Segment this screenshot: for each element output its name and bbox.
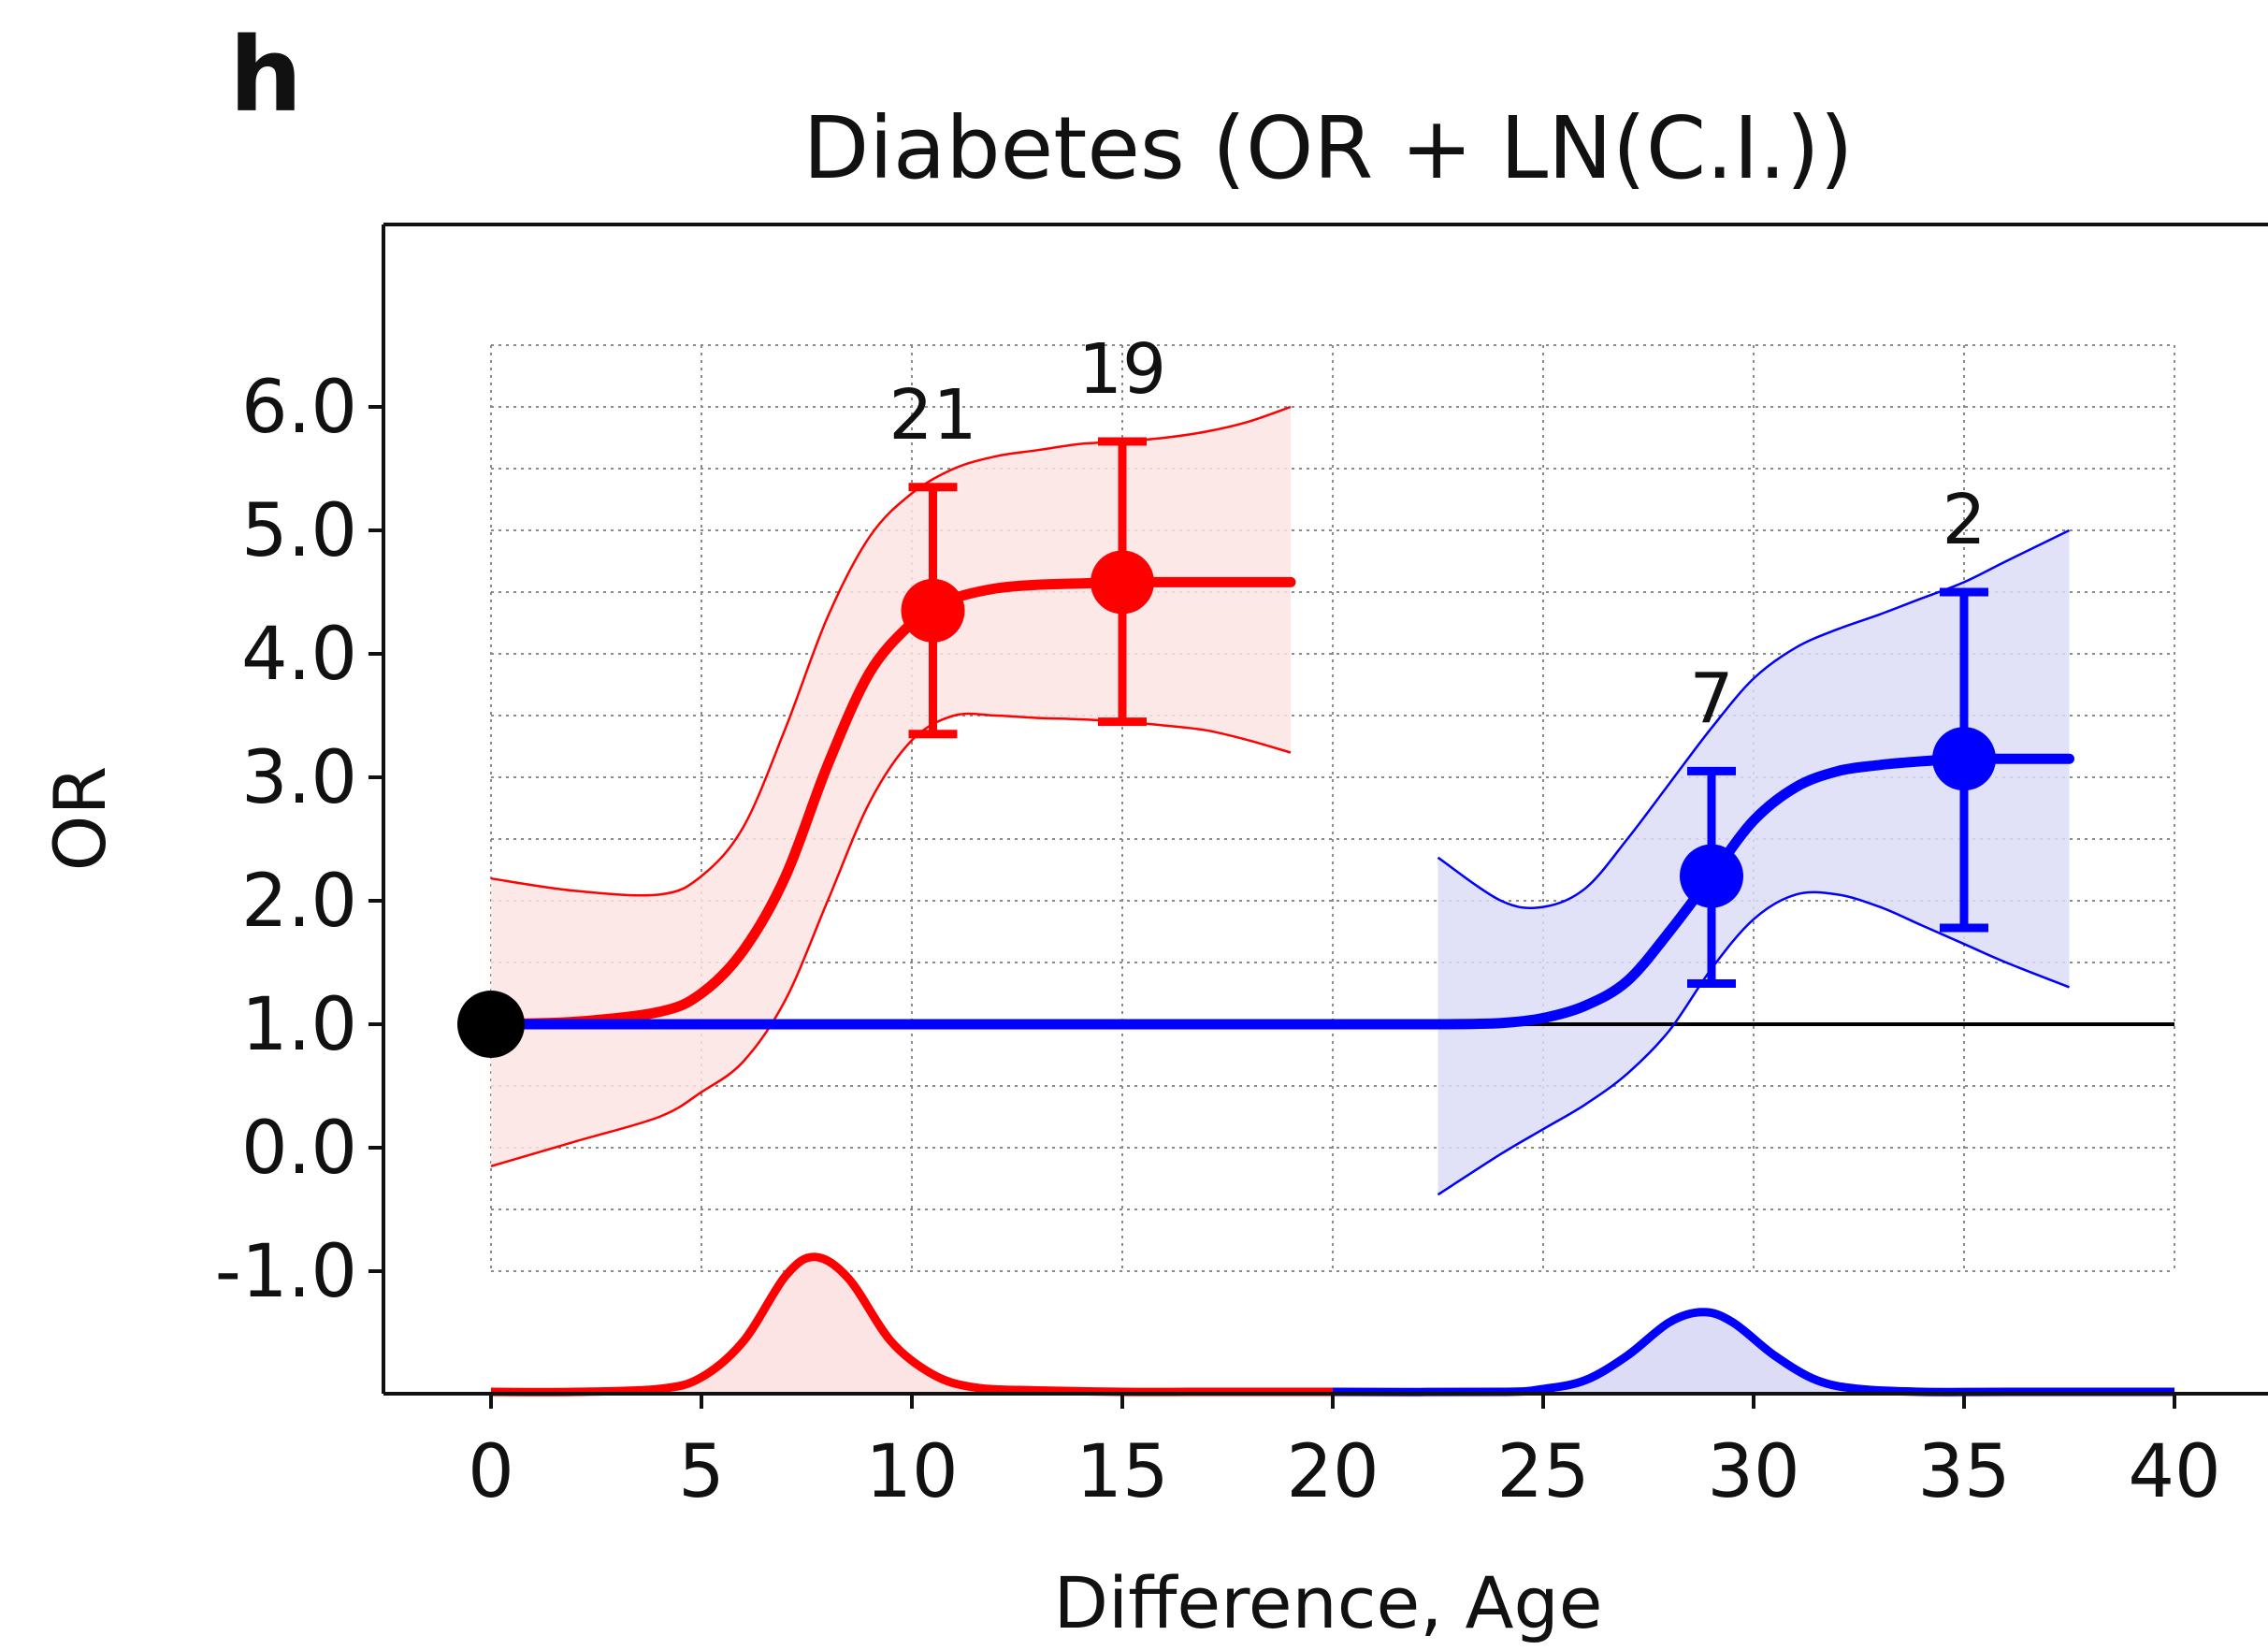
origin-point xyxy=(457,991,525,1058)
y-tick-label: -1.0 xyxy=(215,1230,357,1314)
panel-label: h xyxy=(229,15,302,135)
x-tick-label: 20 xyxy=(1286,1430,1379,1514)
y-tick-label: 6.0 xyxy=(241,366,357,450)
y-tick-label: 0.0 xyxy=(241,1107,357,1191)
point-count-label: 19 xyxy=(1078,329,1166,410)
data-point xyxy=(1680,844,1743,908)
x-tick-label: 15 xyxy=(1076,1430,1168,1514)
ci-upper-line-2 xyxy=(1437,528,2071,910)
distribution-line-1 xyxy=(490,1252,1333,1397)
ci-band-1 xyxy=(491,407,1291,1166)
point-count-label: 2 xyxy=(1942,480,1986,560)
point-count-label: 7 xyxy=(1689,659,1733,739)
ci-lower-line-1 xyxy=(490,712,1292,1167)
x-tick-label: 30 xyxy=(1707,1430,1799,1514)
x-tick-label: 0 xyxy=(468,1430,514,1514)
distribution-fill-1 xyxy=(491,1256,1333,1393)
ci-band-2 xyxy=(1437,530,2070,1195)
plot-area: 21 19 7 2 6.0 5.0 4.0 3.0 2.0 1.0 0.0 -1.0 0 5 10 15 20 2… xyxy=(215,223,2268,1514)
x-axis-label: Difference, Age xyxy=(1053,1561,1602,1644)
x-tick-label: 25 xyxy=(1496,1430,1589,1514)
ci-upper-line-1 xyxy=(490,405,1292,897)
y-axis-label: OR xyxy=(38,766,122,872)
x-tick-label: 5 xyxy=(678,1430,725,1514)
distribution-fill-2 xyxy=(1333,1311,2174,1393)
chart-title: Diabetes (OR + LN(C.I.)) xyxy=(802,98,1853,198)
point-count-label: 21 xyxy=(888,375,976,456)
series-line-2 xyxy=(485,753,2074,1030)
y-tick-label: 4.0 xyxy=(241,613,357,697)
data-point xyxy=(901,578,965,643)
x-tick-label: 10 xyxy=(865,1430,958,1514)
y-tick-label: 3.0 xyxy=(241,736,357,820)
x-tick-label: 35 xyxy=(1917,1430,2010,1514)
y-tick-label: 5.0 xyxy=(241,489,357,573)
data-point xyxy=(1932,727,1996,791)
y-tick-label: 2.0 xyxy=(241,860,357,944)
ci-lower-line-2 xyxy=(1437,890,2070,1196)
x-tick-label: 40 xyxy=(2128,1430,2220,1514)
data-point xyxy=(1091,550,1154,615)
y-tick-label: 1.0 xyxy=(241,983,357,1067)
